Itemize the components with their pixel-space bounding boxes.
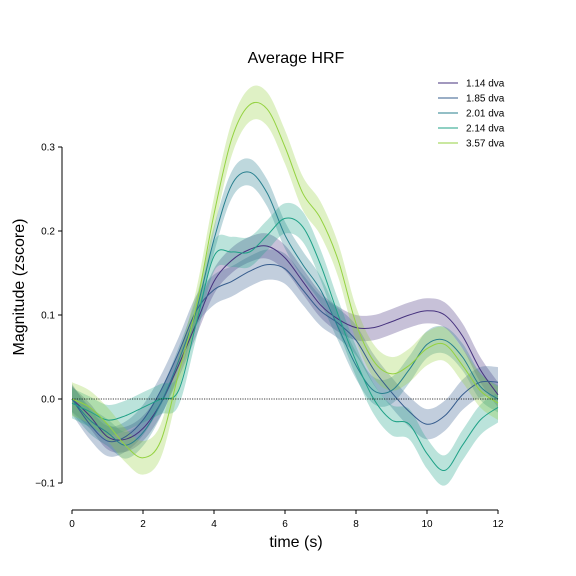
x-tick-label: 6	[282, 519, 288, 530]
series-line-2	[71, 263, 499, 443]
x-tick-label: 2	[140, 519, 146, 530]
x-tick-label: 4	[211, 519, 217, 530]
y-tick-label: 0.2	[41, 227, 55, 238]
legend-label: 2.14 dva	[466, 124, 505, 135]
confidence-band-4	[72, 202, 498, 486]
y-tick-label: −0.1	[35, 479, 55, 490]
chart-title: Average HRF	[248, 50, 345, 67]
x-tick-label: 0	[69, 519, 75, 530]
series-line-5	[71, 101, 499, 459]
series-line-1	[71, 245, 499, 441]
confidence-band-2	[72, 249, 498, 457]
confidence-band-5	[72, 85, 498, 475]
y-axis: −0.1 0.0 0.1 0.2 0.3	[35, 143, 63, 490]
y-axis-title: Magnitude (zscore)	[11, 219, 28, 356]
x-tick-label: 12	[492, 519, 504, 530]
confidence-band-3	[72, 158, 498, 459]
x-tick-label: 10	[421, 519, 433, 530]
y-tick-label: 0.1	[41, 311, 55, 322]
legend-label: 1.85 dva	[466, 94, 505, 105]
confidence-bands	[72, 85, 498, 486]
x-axis: 0 2 4 6 8 10 12	[69, 509, 504, 530]
y-tick-label: 0.3	[41, 143, 55, 154]
legend-label: 3.57 dva	[466, 139, 505, 150]
x-tick-label: 8	[353, 519, 359, 530]
y-tick-label: 0.0	[41, 395, 55, 406]
series-lines	[71, 101, 499, 471]
series-line-4	[71, 217, 499, 471]
legend-label: 2.01 dva	[466, 109, 505, 120]
x-axis-title: time (s)	[269, 534, 322, 551]
legend-label: 1.14 dva	[466, 79, 505, 90]
legend: 1.14 dva 1.85 dva 2.01 dva 2.14 dva 3.57 dva	[438, 79, 505, 150]
series-line-3	[71, 171, 499, 446]
confidence-band-1	[72, 233, 498, 453]
